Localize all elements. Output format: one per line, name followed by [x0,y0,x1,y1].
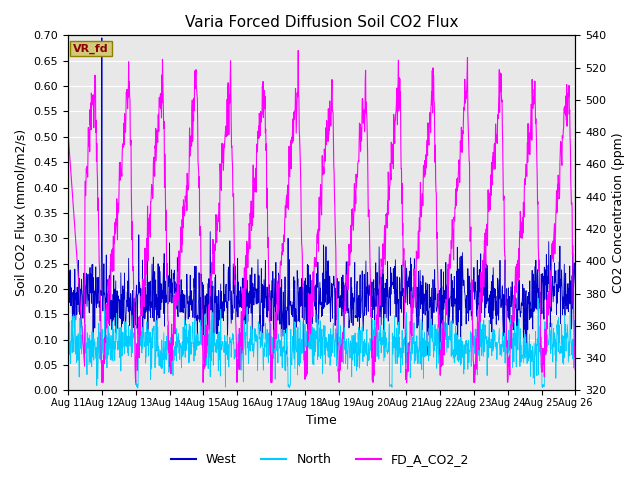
Y-axis label: CO2 Concentration (ppm): CO2 Concentration (ppm) [612,132,625,293]
FD_A_CO2_2 [280,232,287,238]
North [64,329,72,335]
Line: West: West [68,38,575,358]
North [124,334,132,339]
West [104,317,111,323]
West [300,300,307,306]
FD_A_CO2_2 [104,312,111,318]
FD_A_CO2_2 [64,129,72,135]
FD_A_CO2_2 [294,48,302,53]
North [353,358,361,363]
Y-axis label: Soil CO2 Flux (mmol/m2/s): Soil CO2 Flux (mmol/m2/s) [15,129,28,297]
West [291,348,298,353]
West [64,288,72,293]
North [291,356,298,362]
North [280,344,287,349]
North [134,385,141,391]
FD_A_CO2_2 [291,117,298,122]
Legend: West, North, FD_A_CO2_2: West, North, FD_A_CO2_2 [166,448,474,471]
X-axis label: Time: Time [307,414,337,427]
West [572,287,579,292]
West [124,309,132,314]
Line: FD_A_CO2_2: FD_A_CO2_2 [68,50,575,383]
North [104,335,111,341]
North [300,344,307,349]
FD_A_CO2_2 [98,380,106,385]
FD_A_CO2_2 [572,367,579,372]
Text: VR_fd: VR_fd [73,43,109,54]
West [353,278,361,284]
FD_A_CO2_2 [354,174,362,180]
West [98,35,106,41]
FD_A_CO2_2 [124,94,132,100]
West [437,355,445,361]
West [280,302,287,308]
Line: North: North [68,299,575,388]
North [572,359,579,364]
Title: Varia Forced Diffusion Soil CO2 Flux: Varia Forced Diffusion Soil CO2 Flux [185,15,458,30]
North [534,296,542,301]
FD_A_CO2_2 [300,337,307,343]
